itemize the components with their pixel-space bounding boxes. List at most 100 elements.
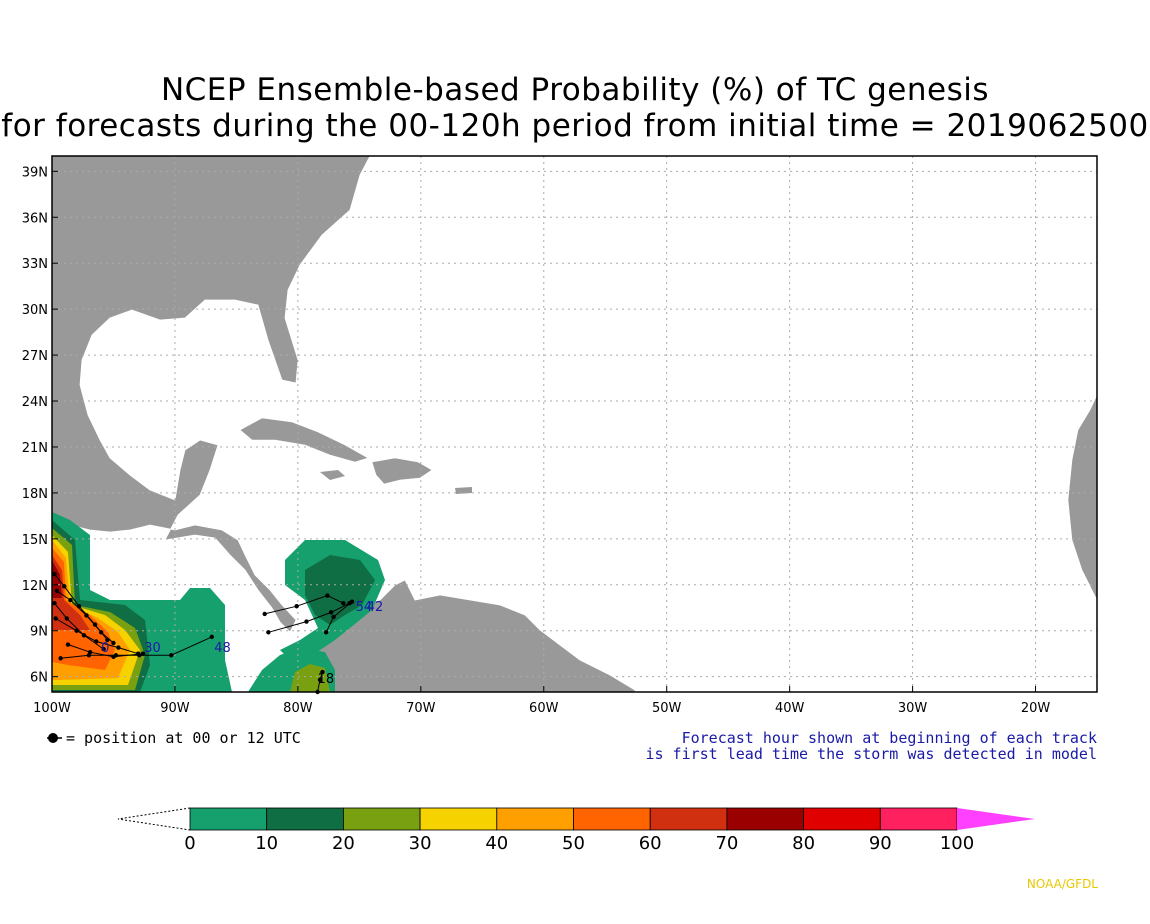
track-position-dot — [52, 600, 57, 606]
track-position-dot — [111, 654, 116, 659]
colorbar-swatch — [803, 807, 881, 831]
colorbar-swatch — [266, 807, 344, 831]
colorbar-tick-label: 10 — [255, 833, 279, 854]
lat-label: 30N — [22, 303, 48, 318]
lon-label: 50W — [652, 701, 682, 716]
storm-track-line — [264, 594, 344, 615]
track-position-dot — [58, 656, 63, 661]
track-position-dot — [323, 630, 329, 635]
lon-label: 30W — [898, 701, 928, 716]
lat-label: 33N — [22, 257, 48, 272]
lon-label: 20W — [1021, 701, 1051, 716]
colorbar-swatch — [419, 807, 498, 831]
lat-label: 12N — [22, 579, 48, 594]
track-position-dot — [54, 588, 60, 594]
colorbar-tick-label: 40 — [485, 833, 509, 854]
track-start-hour-label: 0 — [101, 641, 109, 656]
map-frame — [51, 155, 1098, 693]
track-position-dot — [116, 645, 121, 650]
track-position-dot — [304, 619, 309, 624]
track-position-dot — [52, 571, 57, 577]
track-position-dot — [294, 604, 299, 609]
track-position-dot — [68, 597, 73, 603]
lat-label: 15N — [22, 533, 48, 548]
colorbar-swatch — [496, 807, 574, 831]
credit-label: NOAA/GFDL — [1026, 877, 1098, 891]
track-position-dot — [140, 651, 146, 656]
latitude-axis: 39N 36N 33N 30N 27N 24N 21N 18N 15N 12N 9N 6N — [22, 165, 58, 686]
storm-track-line — [268, 602, 350, 633]
track-position-dot — [209, 634, 215, 640]
colorbar-tick-label: 0 — [184, 833, 196, 854]
track-start-hour-label: 30 — [144, 641, 161, 656]
lon-label: 80W — [283, 701, 313, 716]
map-plot-area — [52, 156, 1097, 692]
colorbar-tick-label: 90 — [868, 833, 892, 854]
lon-label: 60W — [529, 701, 559, 716]
colorbar — [117, 807, 1035, 831]
track-position-dot — [262, 611, 267, 617]
track-position-dot — [266, 630, 271, 635]
track-position-dot — [320, 669, 325, 675]
colorbar-swatch — [189, 807, 268, 831]
track-position-dot — [62, 584, 67, 589]
storm-track-line — [54, 602, 104, 650]
track-position-dot — [81, 633, 87, 638]
storm-tracks — [52, 571, 355, 695]
track-start-hour-label: 42 — [367, 600, 384, 615]
colorbar-tick-label: 20 — [331, 833, 355, 854]
land-africa — [1067, 394, 1097, 601]
land-cuba — [239, 417, 369, 463]
colorbar-tick-label: 70 — [715, 833, 739, 854]
lat-label: 24N — [22, 395, 48, 410]
colorbar-tick-label: 100 — [939, 833, 975, 854]
lat-label: 36N — [22, 211, 48, 226]
colorbar-swatch — [879, 807, 958, 831]
land-north-america — [52, 156, 371, 633]
title-line-2: for forecasts during the 00-120h period … — [1, 108, 1149, 144]
grid-lines — [52, 156, 1097, 692]
colorbar-swatch — [573, 807, 651, 831]
track-position-dot — [169, 653, 174, 658]
track-position-dot — [64, 616, 69, 621]
track-position-dot — [349, 599, 355, 604]
colorbar-tick-label: 30 — [408, 833, 432, 854]
track-position-dot — [325, 593, 330, 598]
storm-track-line — [67, 644, 144, 658]
track-position-dot — [101, 646, 106, 652]
legend-note-line-1: Forecast hour shown at beginning of each… — [681, 729, 1097, 747]
lat-label: 21N — [22, 441, 48, 456]
lon-label: 70W — [406, 701, 436, 716]
colorbar-swatch — [726, 807, 805, 831]
colorbar-overflow-arrow — [957, 808, 1035, 830]
legend-dot-text: = position at 00 or 12 UTC — [66, 729, 301, 747]
lat-label: 9N — [30, 625, 48, 640]
colorbar-tick-label: 50 — [562, 833, 585, 854]
track-start-hour-label: 54 — [356, 600, 373, 615]
lon-label: 90W — [160, 701, 190, 716]
lat-label: 39N — [22, 165, 48, 180]
track-position-dot — [111, 640, 116, 646]
track-start-hour-label: 48 — [214, 641, 231, 656]
lat-label: 6N — [30, 671, 48, 686]
colorbar-underflow-arrow — [117, 807, 191, 831]
lon-label: 100W — [33, 701, 71, 716]
title-line-1: NCEP Ensemble-based Probability (%) of T… — [160, 72, 990, 108]
colorbar-tick-label: 60 — [638, 833, 662, 854]
track-position-dot — [328, 610, 334, 615]
track-position-dot — [76, 604, 82, 609]
track-position-dot — [317, 677, 323, 682]
track-start-hour-label: 18 — [318, 672, 335, 687]
colorbar-swatch — [649, 807, 728, 831]
track-position-dot — [341, 600, 346, 606]
land-hispaniola — [371, 457, 433, 485]
track-position-dot — [65, 642, 71, 647]
track-position-dot — [87, 649, 93, 655]
track-position-dot — [105, 637, 110, 643]
land-puerto-rico — [455, 487, 472, 494]
track-position-dot — [92, 622, 98, 627]
lon-label: 40W — [775, 701, 805, 716]
legend-note-line-2: is first lead time the storm was detecte… — [645, 745, 1097, 763]
